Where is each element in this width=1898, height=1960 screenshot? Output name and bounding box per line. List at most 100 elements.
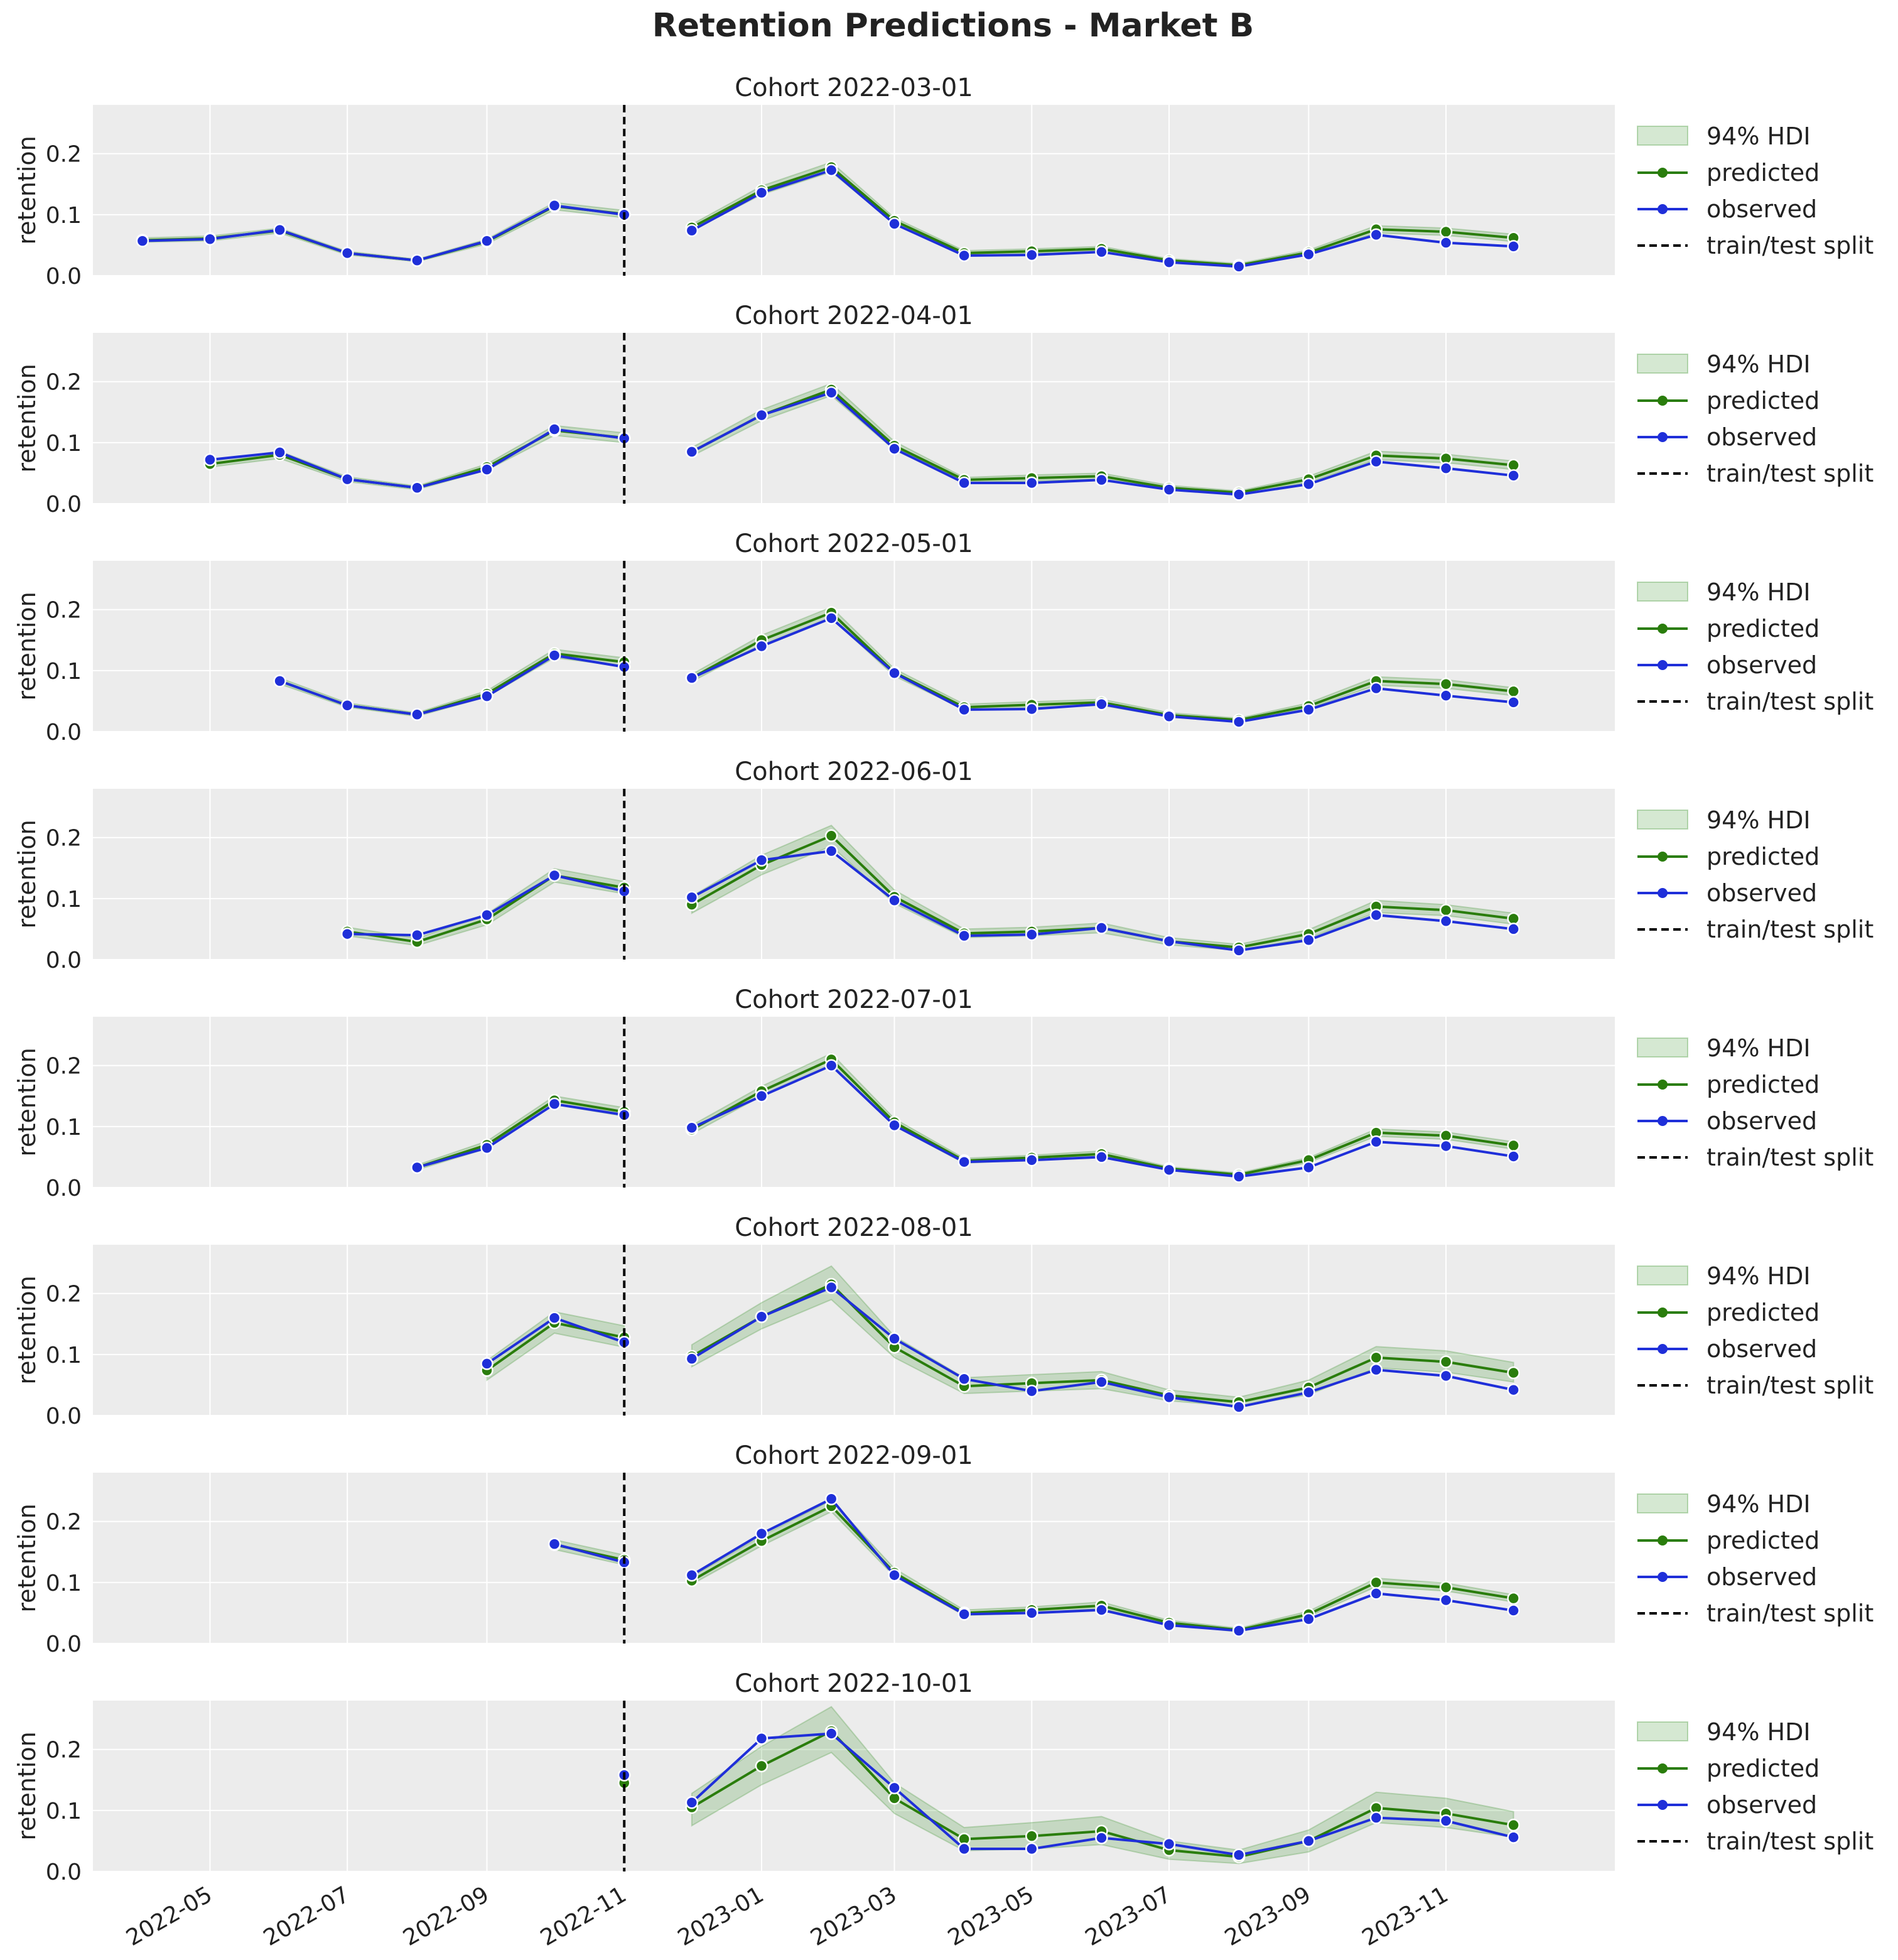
observed-point [824, 163, 838, 177]
observed-point [1025, 248, 1038, 262]
observed-point [957, 1608, 971, 1621]
observed-point [1162, 934, 1176, 948]
panel: 0.0 0.1 0.2 Cohort 2022-09-01 retention 94% H… [13, 1441, 1874, 1657]
legend-predicted-marker [1658, 1308, 1668, 1318]
y-axis-label: retention [13, 820, 41, 928]
y-tick-label: 0.1 [46, 1343, 82, 1368]
observed-point [1095, 921, 1108, 934]
observed-point [1025, 1606, 1038, 1620]
observed-point [957, 703, 971, 717]
panel-title: Cohort 2022-08-01 [735, 1213, 973, 1242]
predicted-line [416, 1098, 625, 1169]
observed-line [279, 654, 625, 716]
y-tick-label: 0.1 [46, 1799, 82, 1824]
observed-point [1439, 1593, 1453, 1607]
observed-point [203, 453, 217, 467]
observed-point [685, 224, 699, 237]
y-tick-label: 0.1 [46, 887, 82, 912]
observed-point [411, 481, 424, 494]
predicted-point [1439, 677, 1453, 691]
y-tick-label: 0.2 [46, 142, 82, 168]
observed-point [1232, 1848, 1246, 1862]
observed-point [957, 249, 971, 263]
observed-point [685, 1121, 699, 1135]
legend-hdi-swatch [1637, 1037, 1688, 1058]
x-tick-label: 2023-01 [674, 1881, 768, 1951]
observed-point [411, 708, 424, 722]
predicted-point [1507, 685, 1520, 698]
legend-predicted-marker [1658, 852, 1668, 862]
y-tick-label: 0.1 [46, 431, 82, 457]
predicted-point [824, 829, 838, 843]
observed-point [1507, 923, 1520, 936]
legend-label-predicted: predicted [1707, 843, 1820, 870]
legend-label-observed: observed [1707, 1791, 1817, 1819]
legend-label-hdi: 94% HDI [1707, 1034, 1811, 1062]
observed-point [824, 612, 838, 625]
panel: 0.0 0.1 0.2 Cohort 2022-10-01 retention 94% H… [13, 1669, 1874, 1885]
observed-point [888, 666, 901, 680]
observed-point [1162, 1618, 1176, 1632]
observed-point [273, 446, 286, 459]
observed-point [888, 1568, 901, 1582]
y-tick-label: 0.0 [46, 1860, 82, 1885]
predicted-point [1369, 1351, 1383, 1364]
observed-point [340, 927, 354, 941]
observed-point [1369, 1135, 1383, 1149]
observed-point [340, 246, 354, 260]
y-tick-label: 0.0 [46, 264, 82, 290]
legend-observed-marker [1658, 1572, 1668, 1582]
y-tick-label: 0.0 [46, 948, 82, 973]
legend-hdi-swatch [1637, 582, 1688, 602]
x-tick-label: 2023-07 [1081, 1881, 1176, 1951]
observed-point [824, 386, 838, 399]
observed-point [755, 1310, 768, 1323]
observed-point [1232, 488, 1246, 501]
observed-point [1162, 1838, 1176, 1851]
legend: 94% HDI predicted observed train/test split [1637, 578, 1874, 715]
legend-hdi-swatch [1637, 354, 1688, 374]
y-axis-label: retention [13, 1503, 41, 1612]
y-axis-label: retention [13, 1048, 41, 1156]
observed-point [547, 1537, 561, 1551]
observed-point [1232, 715, 1246, 728]
observed-point [136, 234, 149, 247]
predicted-point [1439, 904, 1453, 917]
observed-point [1507, 240, 1520, 253]
x-tick-label: 2022-11 [536, 1881, 631, 1951]
y-tick-label: 0.0 [46, 1176, 82, 1201]
legend-label-hdi: 94% HDI [1707, 1718, 1811, 1746]
observed-point [1025, 1842, 1038, 1856]
panel-background [93, 1017, 1615, 1188]
observed-point [755, 408, 768, 422]
observed-point [888, 1781, 901, 1795]
observed-point [1439, 236, 1453, 249]
legend-label-hdi: 94% HDI [1707, 1490, 1811, 1518]
panel: 0.0 0.1 0.2 Cohort 2022-05-01 retention 94% H… [13, 529, 1874, 745]
observed-point [824, 1492, 838, 1506]
panel-background [93, 1245, 1615, 1416]
observed-point [957, 1372, 971, 1385]
observed-point [1439, 1814, 1453, 1827]
observed-point [547, 869, 561, 882]
legend-observed-marker [1658, 1116, 1668, 1126]
observed-point [1095, 1151, 1108, 1164]
panel: 0.0 0.1 0.2 Cohort 2022-06-01 retention 94% H… [13, 757, 1874, 973]
observed-point [480, 1141, 493, 1155]
legend-label-split: train/test split [1707, 1827, 1874, 1855]
observed-point [888, 1118, 901, 1132]
observed-point [1369, 455, 1383, 468]
x-tick-label: 2023-05 [944, 1881, 1038, 1951]
y-axis-label: retention [13, 364, 41, 472]
legend-label-observed: observed [1707, 879, 1817, 907]
legend-label-predicted: predicted [1707, 1527, 1820, 1554]
legend-label-split: train/test split [1707, 916, 1874, 943]
observed-point [480, 463, 493, 476]
observed-point [1232, 260, 1246, 273]
observed-point [685, 1795, 699, 1809]
observed-point [411, 928, 424, 942]
y-axis-label: retention [13, 1731, 41, 1840]
y-tick-label: 0.2 [46, 826, 82, 852]
observed-point [755, 1731, 768, 1745]
